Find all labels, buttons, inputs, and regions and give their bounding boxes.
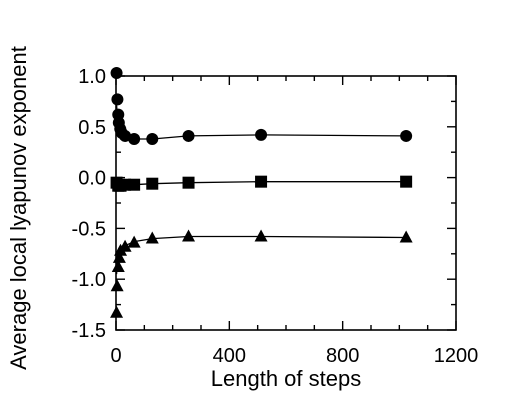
data-point-triangle [112, 250, 126, 263]
data-point-circle [400, 129, 413, 142]
data-point-triangle [182, 229, 196, 242]
plot-frame [115, 75, 457, 331]
data-point-circle [128, 132, 141, 145]
data-point-triangle [111, 260, 125, 273]
data-point-circle [182, 129, 195, 142]
data-point-triangle [110, 305, 124, 318]
data-point-square [146, 177, 159, 190]
x-tick-label: 1200 [434, 345, 479, 367]
data-point-square [255, 175, 268, 188]
y-tick-label: -0.5 [72, 218, 106, 240]
y-axis-title: Average local lyapunov exponent [6, 46, 31, 370]
data-point-circle [255, 128, 268, 141]
axis-ticks [115, 75, 457, 331]
data-point-square [182, 176, 195, 189]
data-point-circle [110, 66, 123, 79]
series-line-triangle [115, 235, 407, 275]
data-point-circle [119, 129, 132, 142]
data-point-triangle [110, 279, 124, 292]
data-point-triangle [145, 231, 159, 244]
y-tick-label: 0.5 [78, 117, 106, 139]
y-tick-label: 0.0 [78, 168, 106, 190]
x-tick-label: 800 [326, 345, 359, 367]
data-point-triangle [254, 229, 268, 242]
y-tick-label: 1.0 [78, 66, 106, 88]
data-point-square [400, 175, 413, 188]
data-point-triangle [399, 230, 413, 243]
x-tick-label: 400 [213, 345, 246, 367]
x-tick-label: 0 [110, 345, 121, 367]
data-point-square [119, 178, 132, 191]
data-point-triangle [127, 235, 141, 248]
data-point-square [128, 178, 141, 191]
y-tick-label: -1.0 [72, 269, 106, 291]
series-markers [110, 66, 413, 318]
data-point-circle [146, 132, 159, 145]
data-point-circle [111, 93, 124, 106]
axis-tick-labels: 0 400 800 1200 1.0 0.5 0.0 -0.5 -1.0 -1.5 [72, 66, 479, 367]
y-tick-label: -1.5 [72, 320, 106, 342]
x-axis-title: Length of steps [211, 366, 361, 391]
data-point-triangle [118, 239, 132, 252]
